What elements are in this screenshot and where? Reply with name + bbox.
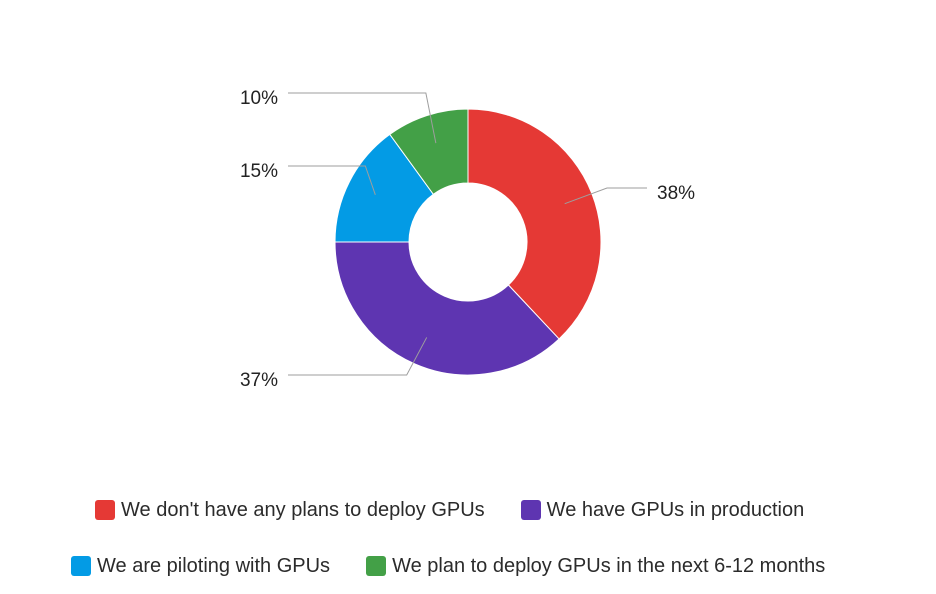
leader-line-label-plan-deploy: [288, 92, 437, 144]
legend-label-piloting: We are piloting with GPUs: [97, 554, 331, 577]
legend-row-1: We don't have any plans to deploy GPUs W…: [95, 497, 840, 523]
slice-plan-deploy[interactable]: [389, 108, 469, 195]
legend-label-no-plans: We don't have any plans to deploy GPUs: [121, 498, 485, 521]
legend-item-production[interactable]: We have GPUs in production: [520, 498, 805, 522]
slices-layer: [334, 108, 602, 376]
leader-line-label-no-plans: [564, 187, 647, 205]
legend-row-2: We are piloting with GPUs We plan to dep…: [71, 553, 861, 579]
legend-swatch-no-plans: [95, 500, 115, 520]
data-label-production: 37%: [240, 370, 278, 391]
legend-label-plan-deploy: We plan to deploy GPUs in the next 6-12 …: [392, 554, 826, 577]
slice-no-plans[interactable]: [467, 108, 602, 340]
legend-item-piloting[interactable]: We are piloting with GPUs: [71, 555, 330, 578]
leader-line-label-production: [288, 337, 428, 376]
data-labels-layer: 38% 37% 15% 10%: [240, 88, 695, 391]
data-label-plan-deploy: 10%: [240, 88, 278, 109]
slice-production[interactable]: [334, 241, 560, 376]
legend-item-no-plans[interactable]: We don't have any plans to deploy GPUs: [95, 499, 485, 522]
data-label-piloting: 15%: [240, 161, 278, 182]
slice-piloting[interactable]: [334, 133, 435, 243]
legend-swatch-plan-deploy: [366, 556, 387, 576]
legend-item-plan-deploy[interactable]: We plan to deploy GPUs in the next 6-12 …: [366, 555, 825, 578]
legend-label-production: We have GPUs in production: [546, 498, 805, 521]
legend-swatch-production: [520, 500, 541, 520]
data-label-no-plans: 38%: [657, 183, 695, 204]
leader-lines-layer: [288, 92, 647, 376]
legend-swatch-piloting: [71, 556, 91, 576]
leader-line-label-piloting: [288, 165, 376, 195]
